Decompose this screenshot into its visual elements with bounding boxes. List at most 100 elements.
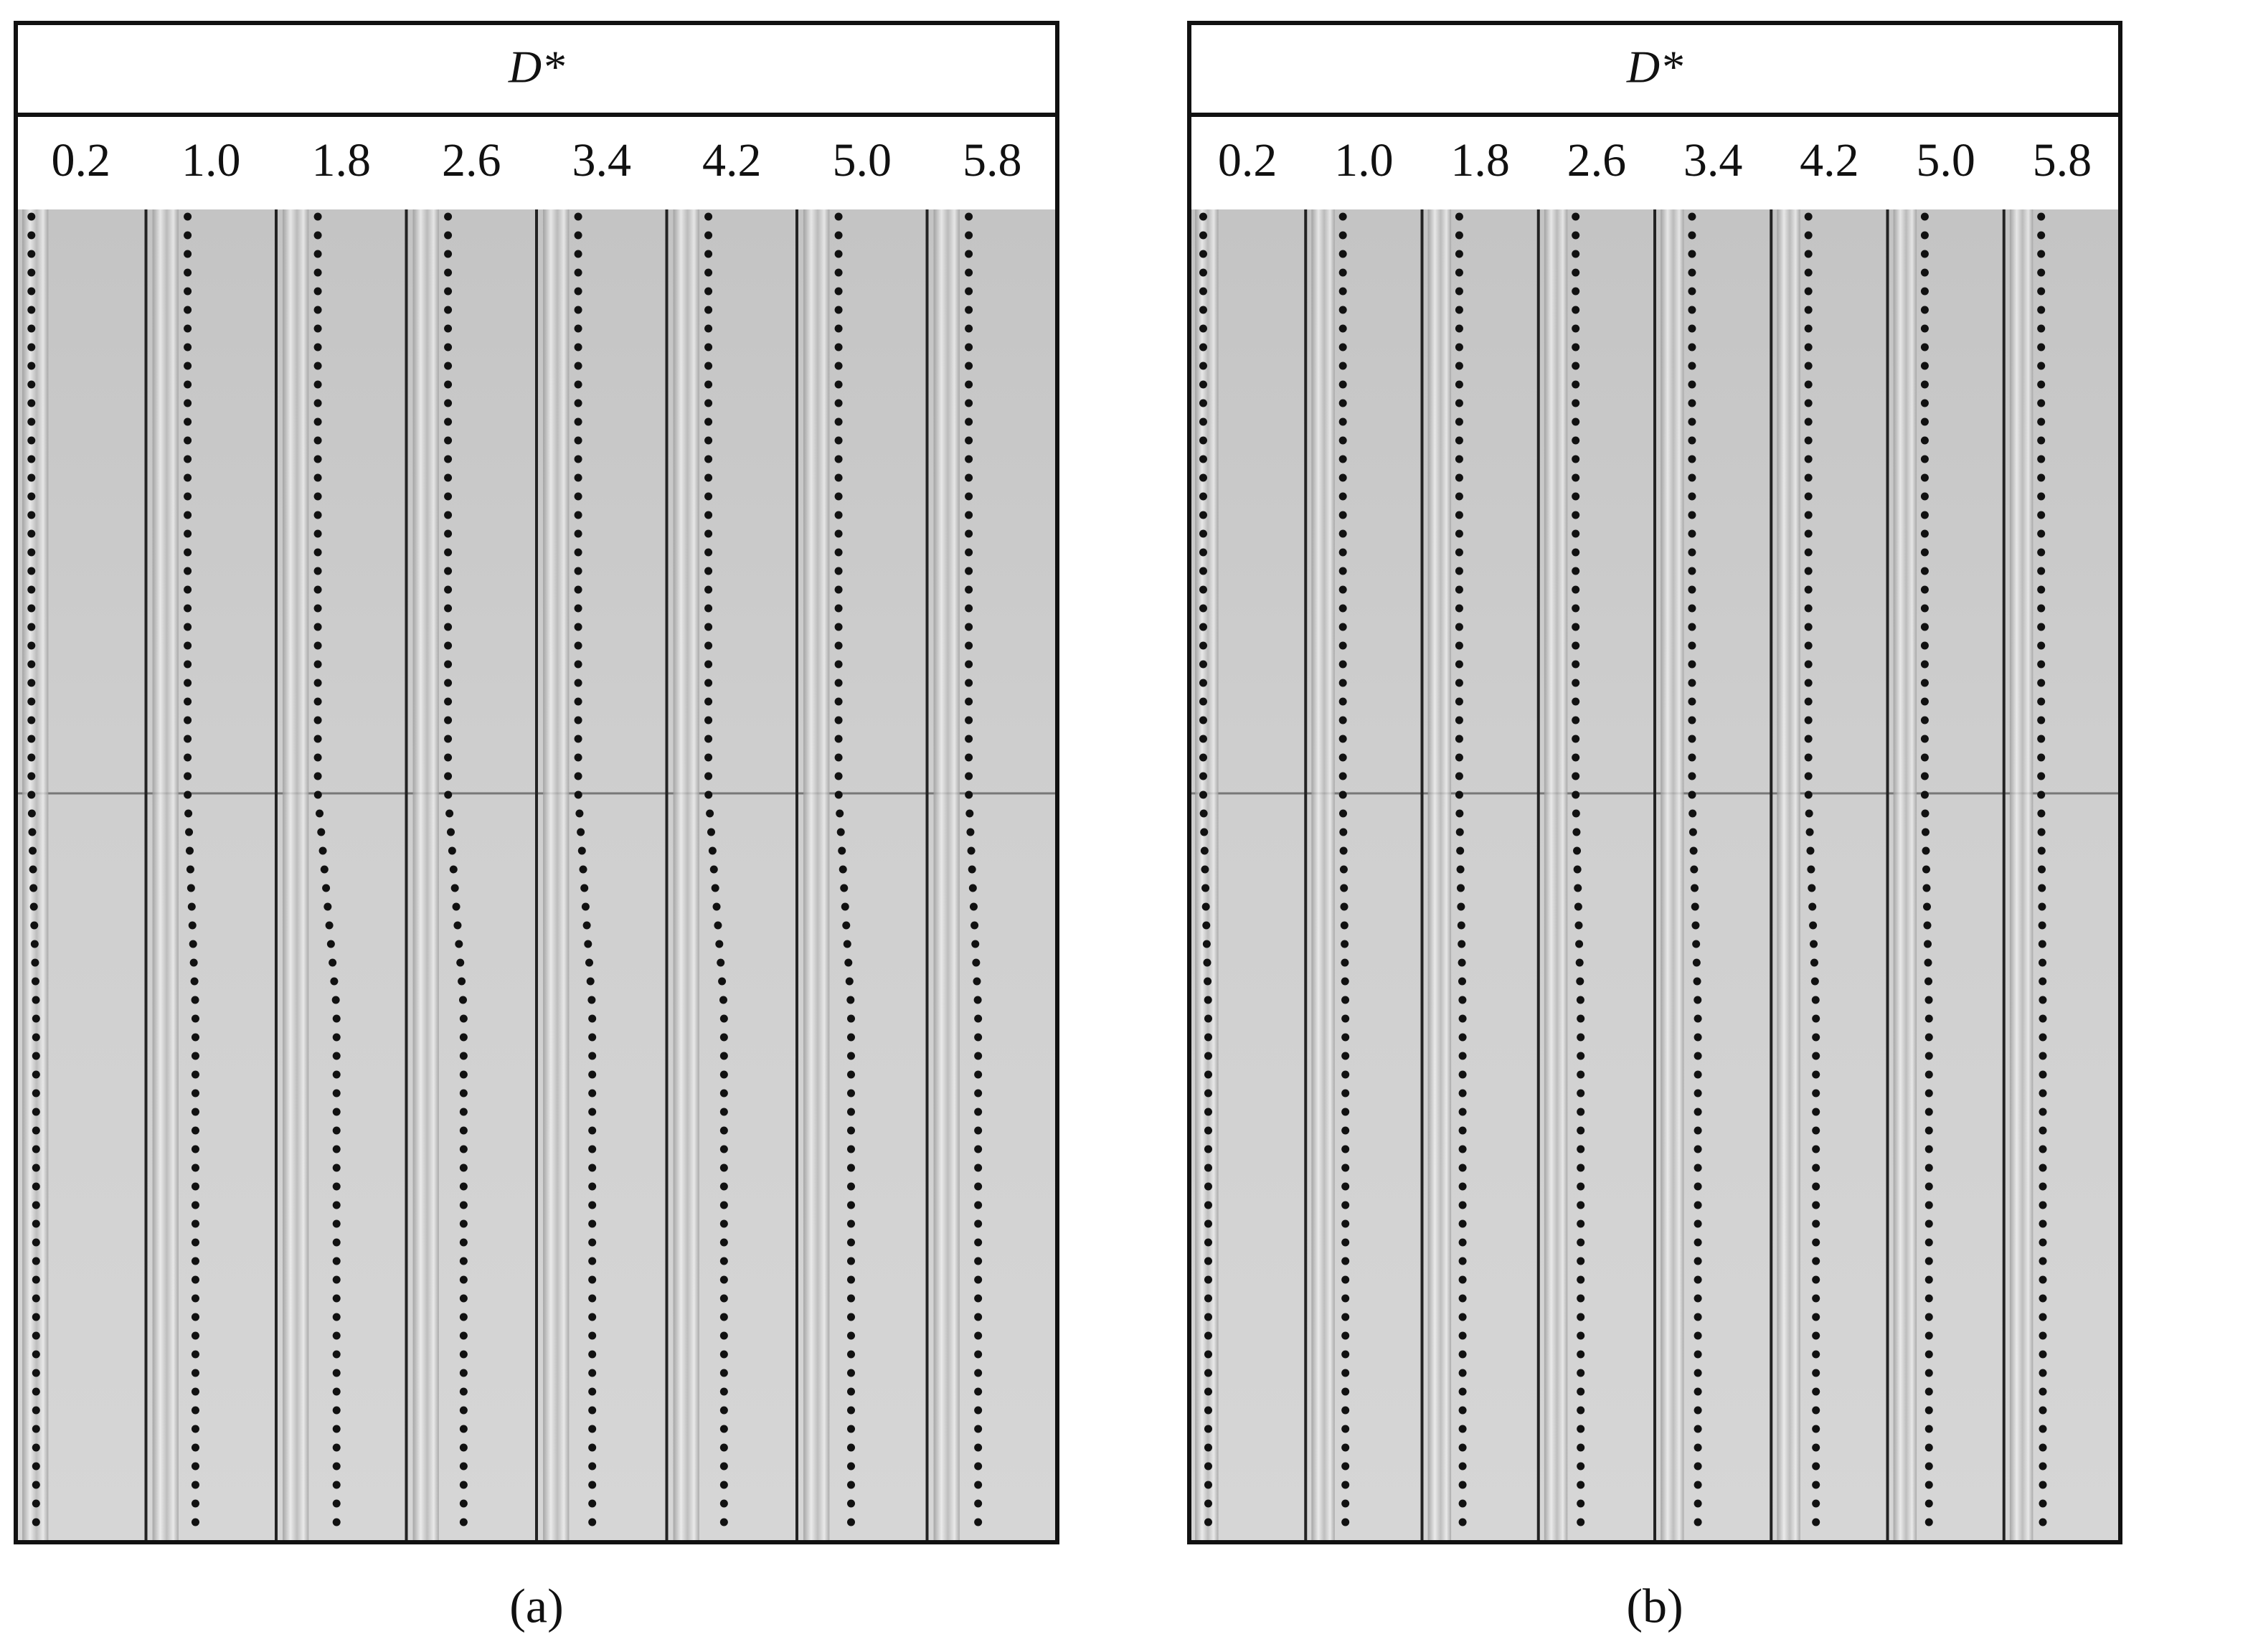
sphere bbox=[1457, 921, 1465, 930]
sphere bbox=[313, 250, 322, 258]
sphere bbox=[32, 1108, 40, 1116]
sphere bbox=[1341, 1145, 1350, 1153]
sphere bbox=[2037, 716, 2046, 724]
sphere bbox=[444, 548, 453, 557]
sphere bbox=[704, 585, 713, 594]
sphere bbox=[1924, 1462, 1933, 1471]
sphere bbox=[1458, 1182, 1467, 1191]
sphere bbox=[184, 790, 192, 799]
sphere bbox=[577, 846, 586, 855]
sphere bbox=[1804, 716, 1813, 724]
sphere bbox=[320, 865, 329, 874]
sphere bbox=[974, 1257, 983, 1265]
sphere bbox=[1921, 828, 1930, 836]
sphere bbox=[847, 1462, 856, 1471]
sphere bbox=[586, 977, 595, 986]
sphere bbox=[1804, 697, 1813, 706]
sphere bbox=[1920, 455, 1929, 463]
sphere bbox=[1812, 1331, 1820, 1340]
sphere bbox=[1924, 1369, 1933, 1377]
sphere bbox=[588, 1313, 597, 1321]
sphere bbox=[1199, 473, 1207, 482]
sphere bbox=[974, 1406, 983, 1415]
sphere bbox=[1688, 399, 1696, 407]
sphere bbox=[1920, 679, 1929, 687]
sphere bbox=[836, 828, 845, 836]
sphere bbox=[1804, 250, 1813, 258]
sphere bbox=[588, 1070, 597, 1079]
sphere bbox=[1458, 1387, 1467, 1396]
sphere bbox=[1920, 548, 1929, 557]
sphere bbox=[1458, 1126, 1467, 1135]
sphere bbox=[719, 1443, 728, 1452]
sphere bbox=[313, 417, 322, 426]
sphere bbox=[1201, 902, 1210, 911]
sphere bbox=[834, 492, 843, 501]
sphere bbox=[1458, 1462, 1467, 1471]
sphere bbox=[974, 1462, 983, 1471]
sphere bbox=[1458, 1406, 1467, 1415]
sphere bbox=[1924, 1014, 1933, 1023]
sphere bbox=[965, 362, 973, 370]
sphere bbox=[974, 1219, 983, 1228]
sphere bbox=[965, 306, 973, 314]
sphere bbox=[715, 940, 724, 948]
sphere bbox=[704, 548, 713, 557]
sphere bbox=[28, 828, 37, 836]
column-label: 5.8 bbox=[2033, 134, 2092, 187]
sphere bbox=[2037, 436, 2046, 445]
sphere bbox=[313, 585, 322, 594]
sphere bbox=[32, 1331, 40, 1340]
sphere bbox=[847, 1052, 856, 1060]
sphere bbox=[847, 1164, 856, 1172]
sphere bbox=[574, 455, 582, 463]
sphere bbox=[588, 1108, 597, 1116]
sphere bbox=[704, 417, 713, 426]
sphere bbox=[834, 529, 843, 538]
sphere bbox=[834, 567, 843, 575]
sphere bbox=[332, 1070, 341, 1079]
sphere bbox=[1577, 1369, 1585, 1377]
sphere bbox=[1924, 1406, 1933, 1415]
sphere bbox=[1204, 1481, 1212, 1489]
sphere bbox=[588, 1126, 597, 1135]
sphere bbox=[1812, 1275, 1820, 1284]
sphere bbox=[186, 865, 194, 874]
sphere bbox=[574, 548, 582, 557]
sphere bbox=[1812, 1257, 1820, 1265]
sphere bbox=[184, 735, 192, 743]
sphere bbox=[1694, 1406, 1702, 1415]
sphere bbox=[1804, 212, 1813, 221]
sphere bbox=[1204, 1294, 1212, 1303]
sphere bbox=[1455, 623, 1463, 631]
sphere bbox=[1688, 623, 1696, 631]
sphere bbox=[1577, 1406, 1585, 1415]
sphere bbox=[184, 809, 193, 818]
sphere bbox=[1341, 1257, 1350, 1265]
sphere bbox=[847, 1443, 856, 1452]
sphere bbox=[1694, 1201, 1702, 1209]
sphere bbox=[574, 604, 582, 613]
tube bbox=[1661, 209, 1684, 1542]
sphere bbox=[184, 697, 192, 706]
sphere bbox=[444, 623, 453, 631]
sphere bbox=[313, 660, 322, 669]
sphere bbox=[969, 902, 978, 911]
sphere bbox=[974, 1164, 983, 1172]
sphere bbox=[574, 287, 582, 296]
sphere bbox=[974, 1518, 983, 1526]
sphere bbox=[313, 697, 322, 706]
sphere bbox=[704, 380, 713, 389]
sphere bbox=[1456, 846, 1465, 855]
sphere bbox=[1341, 940, 1349, 948]
sphere bbox=[587, 996, 596, 1004]
sphere bbox=[1455, 362, 1463, 370]
sphere bbox=[974, 1089, 983, 1098]
sphere bbox=[2037, 735, 2046, 743]
sphere bbox=[191, 1443, 199, 1452]
sphere bbox=[191, 1294, 199, 1303]
sphere bbox=[313, 212, 322, 221]
sphere bbox=[1920, 324, 1929, 333]
sphere bbox=[974, 1313, 983, 1321]
